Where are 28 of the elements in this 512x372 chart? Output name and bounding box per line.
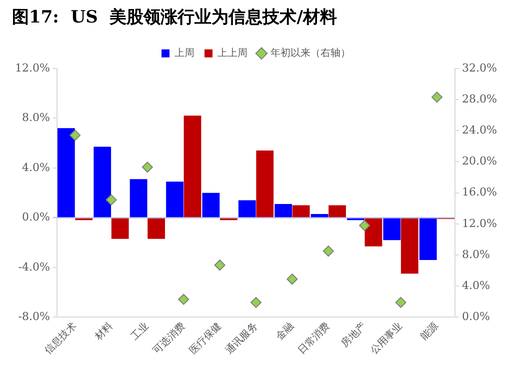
y2-tick-label: 16.0% [462, 186, 498, 199]
y2-tick-label: 20.0% [462, 154, 498, 168]
x-tick-label: 能源 [418, 320, 441, 343]
x-tick-label: 医疗保健 [186, 320, 224, 357]
y-tick-label: 4.0% [22, 160, 50, 174]
chart-title: 图17: US 美股领涨行业为信息技术/材料 [12, 8, 337, 28]
x-tick-label: 房地产 [338, 320, 369, 350]
x-tick-label: 工业 [128, 320, 152, 343]
y2-tick-label: 32.0% [462, 61, 498, 74]
x-tick-label: 材料 [92, 320, 116, 344]
y2-tick-label: 28.0% [462, 92, 498, 106]
x-tick-label: 通讯服务 [223, 320, 260, 357]
y2-tick-label: 24.0% [462, 123, 498, 136]
x-tick-label: 可选消费 [150, 320, 188, 357]
y2-tick-label: 0.0% [462, 310, 490, 324]
legend-label: 年初以来（右轴） [270, 46, 350, 59]
y-tick-label: 12.0% [14, 61, 50, 74]
x-tick-label: 公用事业 [368, 320, 405, 357]
y-tick-label: -4.0% [18, 260, 50, 274]
y2-tick-label: 8.0% [462, 248, 490, 261]
legend-label: 上周 [174, 46, 194, 59]
y-tick-label: 8.0% [22, 111, 50, 124]
x-tick-label: 金融 [274, 320, 296, 343]
y2-tick-label: 4.0% [462, 278, 490, 292]
y-tick-label: 0.0% [22, 210, 50, 224]
legend-label: 上上周 [218, 46, 248, 59]
x-tick-label: 日常消费 [296, 320, 332, 357]
y2-tick-label: 12.0% [462, 216, 498, 230]
